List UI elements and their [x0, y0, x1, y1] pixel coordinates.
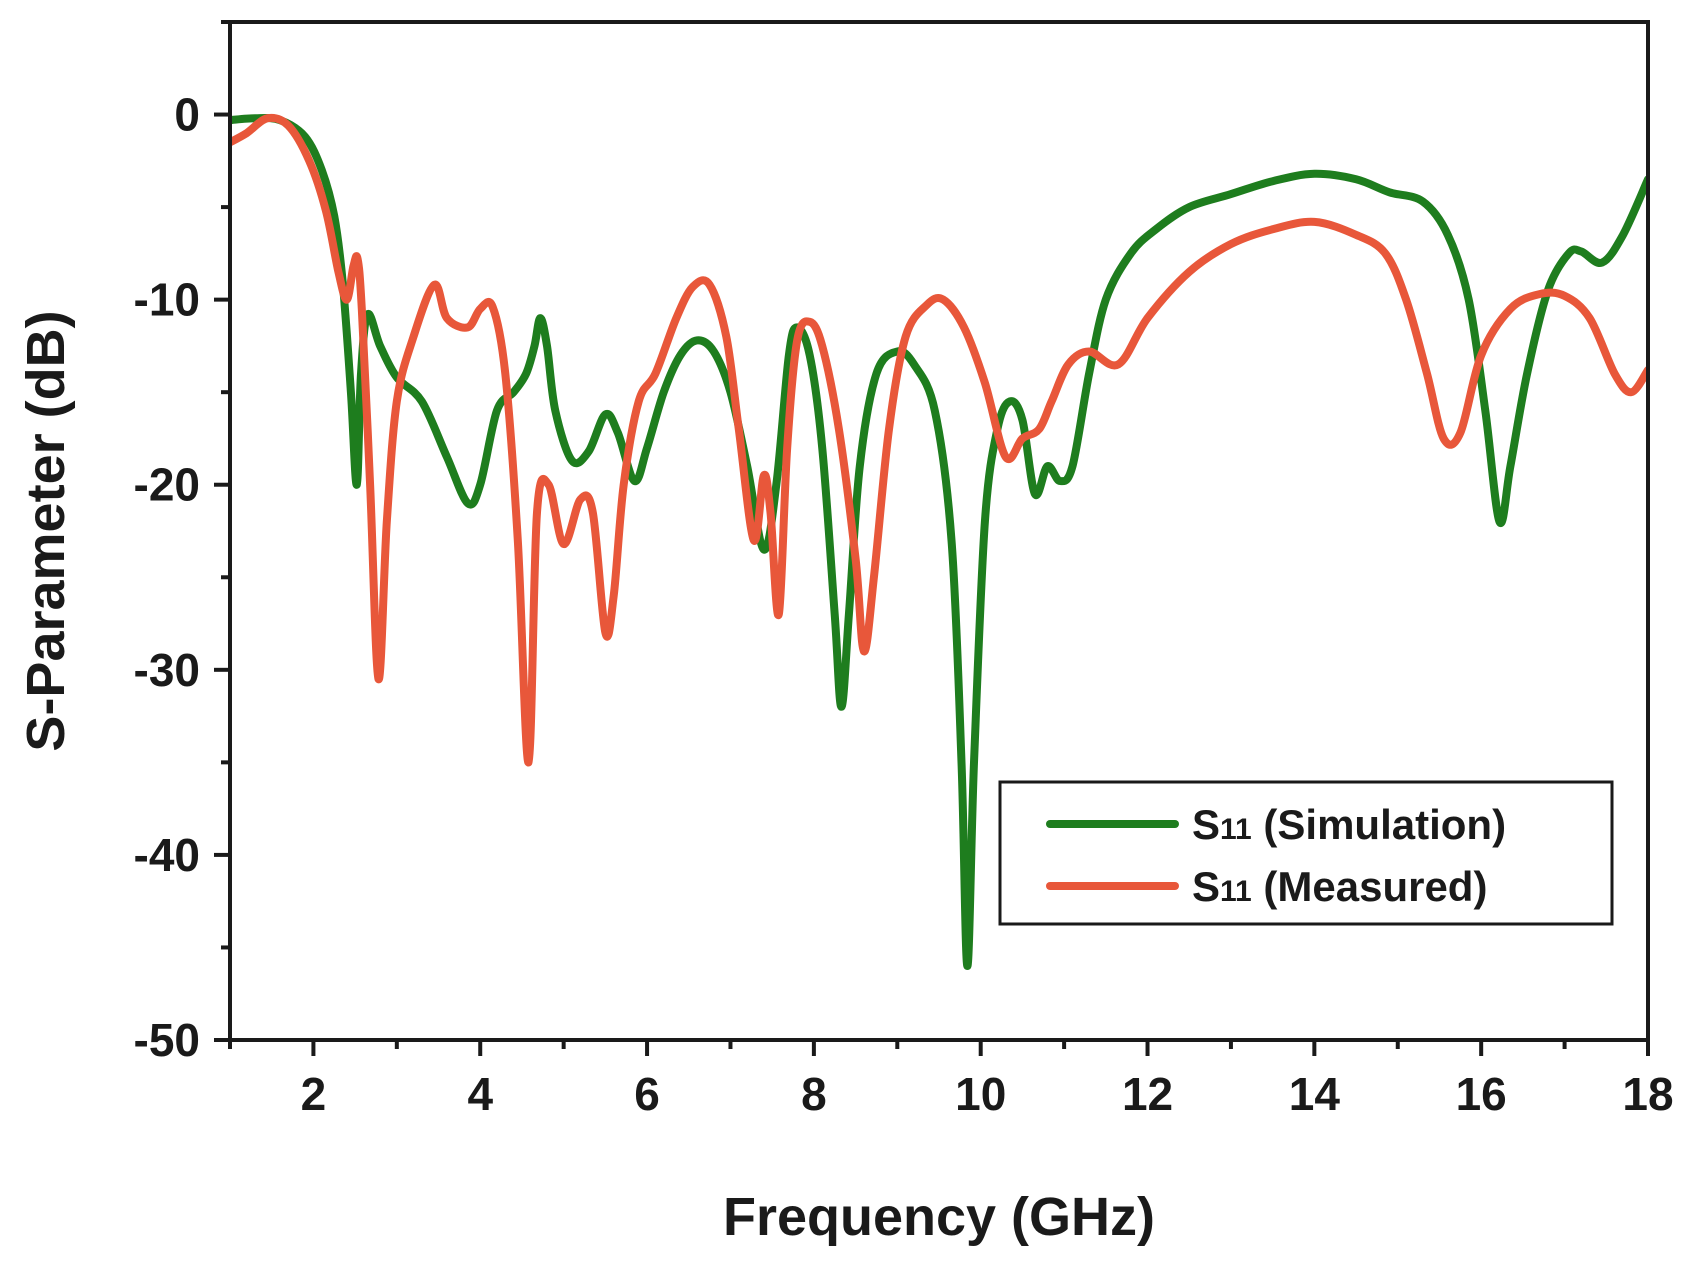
- legend-label-measured: S11 (Measured): [1192, 863, 1487, 910]
- plot-frame: [228, 20, 1650, 1042]
- y-axis-title: S-Parameter (dB): [16, 310, 76, 751]
- y-tick-label: 0: [174, 89, 200, 141]
- y-tick-label: -50: [134, 1014, 200, 1066]
- legend: S11 (Simulation) S11 (Measured): [998, 780, 1614, 926]
- x-tick-label: 16: [1456, 1068, 1507, 1120]
- x-tick-label: 4: [467, 1068, 493, 1120]
- y-tick-label: -30: [134, 644, 200, 696]
- x-tick-label: 14: [1289, 1068, 1341, 1120]
- y-tick-label: -20: [134, 459, 200, 511]
- x-tick-label: 10: [955, 1068, 1006, 1120]
- y-axis-ticks: 0 -10 -20 -30 -40 -50: [134, 20, 230, 1066]
- x-tick-label: 12: [1122, 1068, 1173, 1120]
- y-tick-label: -10: [134, 274, 200, 326]
- x-tick-label: 2: [301, 1068, 327, 1120]
- legend-label-simulation: S11 (Simulation): [1192, 801, 1506, 848]
- x-axis-title: Frequency (GHz): [723, 1187, 1155, 1247]
- legend-box: [998, 780, 1614, 926]
- y-tick-label: -40: [134, 829, 200, 881]
- series-line-simulation: [230, 113, 1648, 970]
- x-tick-label: 6: [634, 1068, 660, 1120]
- x-axis-ticks: 2 4 6 8 10 12 14 16 18: [228, 1040, 1674, 1120]
- x-tick-label: 18: [1622, 1068, 1673, 1120]
- x-tick-label: 8: [801, 1068, 827, 1120]
- series-layer: [230, 113, 1648, 970]
- series-line-measured: [230, 113, 1648, 767]
